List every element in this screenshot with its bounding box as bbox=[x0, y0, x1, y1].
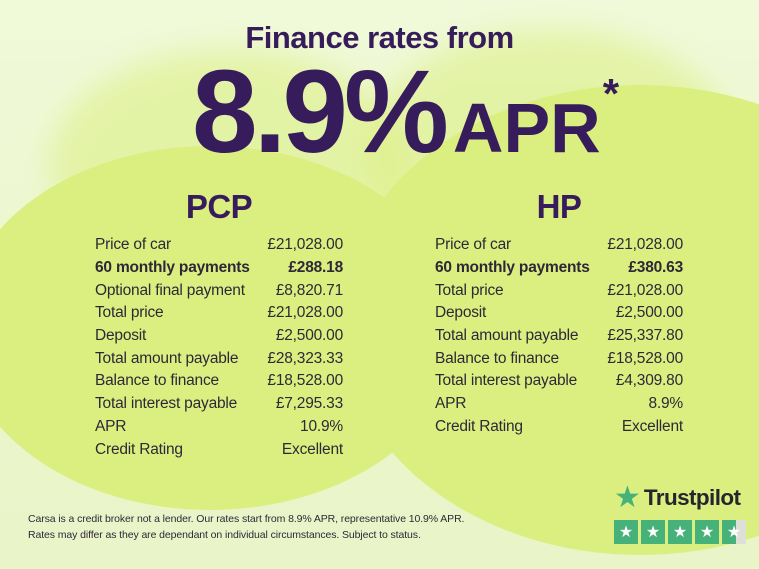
table-row: Deposit £2,500.00 bbox=[435, 302, 683, 325]
legal-disclaimer: Carsa is a credit broker not a lender. O… bbox=[28, 512, 498, 543]
row-label: Credit Rating bbox=[95, 440, 183, 458]
row-label: Total price bbox=[435, 281, 504, 299]
star-box-full: ★ bbox=[641, 520, 665, 544]
row-label: Total amount payable bbox=[95, 349, 239, 367]
row-value: Excellent bbox=[281, 440, 343, 458]
headline-rate: 8.9% APR* bbox=[50, 53, 759, 204]
row-label: Optional final payment bbox=[95, 281, 245, 299]
disclaimer-line-2: Rates may differ as they are dependant o… bbox=[28, 528, 421, 541]
rate-asterisk: * bbox=[602, 70, 620, 117]
row-value: £2,500.00 bbox=[275, 327, 343, 345]
row-value: £7,295.33 bbox=[275, 395, 343, 413]
table-row: Total interest payable £7,295.33 bbox=[95, 393, 343, 416]
row-value: £21,028.00 bbox=[267, 304, 343, 322]
row-label: Deposit bbox=[435, 304, 487, 322]
row-value: 8.9% bbox=[648, 395, 683, 413]
star-icon: ★ bbox=[618, 522, 634, 541]
trustpilot-rating: ★ ★ ★ ★ ★ bbox=[614, 520, 748, 544]
table-row: Credit Rating Excellent bbox=[95, 438, 343, 461]
hp-table: Price of car £21,028.00 60 monthly paymen… bbox=[435, 234, 683, 438]
table-row: Total price £21,028.00 bbox=[435, 279, 683, 302]
table-row: Total amount payable £25,337.80 bbox=[435, 325, 683, 348]
page-title: Finance rates from bbox=[245, 20, 514, 55]
row-value: £21,028.00 bbox=[267, 236, 343, 254]
table-row: 60 monthly payments £380.63 bbox=[435, 257, 683, 280]
row-label: Total amount payable bbox=[435, 327, 579, 345]
hp-column-title: HP bbox=[536, 188, 582, 225]
row-label: Balance to finance bbox=[95, 372, 219, 390]
hp-column: HP Price of car £21,028.00 60 monthly pay… bbox=[435, 190, 683, 438]
table-row: Price of car £21,028.00 bbox=[435, 234, 683, 257]
row-value: £28,323.33 bbox=[267, 349, 343, 367]
row-label: Total price bbox=[95, 304, 164, 322]
star-icon: ★ bbox=[672, 522, 688, 541]
row-value: £2,500.00 bbox=[615, 304, 683, 322]
table-row: APR 10.9% bbox=[95, 416, 343, 439]
trustpilot-star-icon: ★ bbox=[614, 480, 641, 515]
table-row: Balance to finance £18,528.00 bbox=[95, 370, 343, 393]
star-box-full: ★ bbox=[614, 520, 638, 544]
table-row: Total amount payable £28,323.33 bbox=[95, 347, 343, 370]
row-label: APR bbox=[95, 417, 127, 435]
row-label: Price of car bbox=[435, 236, 511, 254]
trustpilot-logo: ★ Trustpilot bbox=[614, 483, 748, 513]
row-label: Balance to finance bbox=[435, 349, 559, 367]
row-value: £21,028.00 bbox=[607, 236, 683, 254]
row-value: £288.18 bbox=[288, 259, 343, 277]
star-box-half: ★ bbox=[722, 520, 746, 544]
disclaimer-line-1: Carsa is a credit broker not a lender. O… bbox=[28, 513, 465, 525]
row-value: 10.9% bbox=[300, 417, 343, 435]
table-row: APR 8.9% bbox=[435, 393, 683, 416]
table-row: Price of car £21,028.00 bbox=[95, 234, 343, 257]
row-label: Total interest payable bbox=[95, 395, 238, 413]
blob-left bbox=[0, 146, 460, 510]
row-label: Credit Rating bbox=[435, 417, 523, 435]
table-row: Deposit £2,500.00 bbox=[95, 325, 343, 348]
table-row: Optional final payment £8,820.71 bbox=[95, 279, 343, 302]
blob-right bbox=[340, 85, 759, 555]
table-row: Balance to finance £18,528.00 bbox=[435, 347, 683, 370]
star-icon: ★ bbox=[726, 522, 742, 541]
table-row: Total interest payable £4,309.80 bbox=[435, 370, 683, 393]
table-row: Total price £21,028.00 bbox=[95, 302, 343, 325]
star-icon: ★ bbox=[645, 522, 661, 541]
row-label: Total interest payable bbox=[435, 372, 578, 390]
row-value: £18,528.00 bbox=[607, 349, 683, 367]
trustpilot-wordmark: Trustpilot bbox=[643, 485, 741, 510]
star-box-full: ★ bbox=[668, 520, 692, 544]
row-label: Deposit bbox=[95, 327, 147, 345]
rate-suffix: APR bbox=[452, 89, 601, 167]
row-value: £380.63 bbox=[628, 259, 683, 277]
pcp-column: PCP Price of car £21,028.00 60 monthly pa… bbox=[95, 190, 343, 461]
star-icon: ★ bbox=[699, 522, 715, 541]
star-box-full: ★ bbox=[695, 520, 719, 544]
pcp-table: Price of car £21,028.00 60 monthly paymen… bbox=[95, 234, 343, 461]
table-row: Credit Rating Excellent bbox=[435, 416, 683, 439]
row-value: £18,528.00 bbox=[267, 372, 343, 390]
row-value: £8,820.71 bbox=[275, 281, 343, 299]
rate-value: 8.9% bbox=[191, 46, 449, 178]
row-value: £25,337.80 bbox=[607, 327, 683, 345]
pcp-column-title: PCP bbox=[185, 188, 253, 225]
trustpilot-block: ★ Trustpilot ★ ★ ★ ★ ★ bbox=[614, 483, 748, 544]
row-value: Excellent bbox=[621, 417, 683, 435]
row-value: £21,028.00 bbox=[607, 281, 683, 299]
table-row: 60 monthly payments £288.18 bbox=[95, 257, 343, 280]
row-value: £4,309.80 bbox=[615, 372, 683, 390]
row-label: Price of car bbox=[95, 236, 171, 254]
row-label: 60 monthly payments bbox=[95, 259, 250, 277]
row-label: 60 monthly payments bbox=[435, 259, 590, 277]
row-label: APR bbox=[435, 395, 467, 413]
